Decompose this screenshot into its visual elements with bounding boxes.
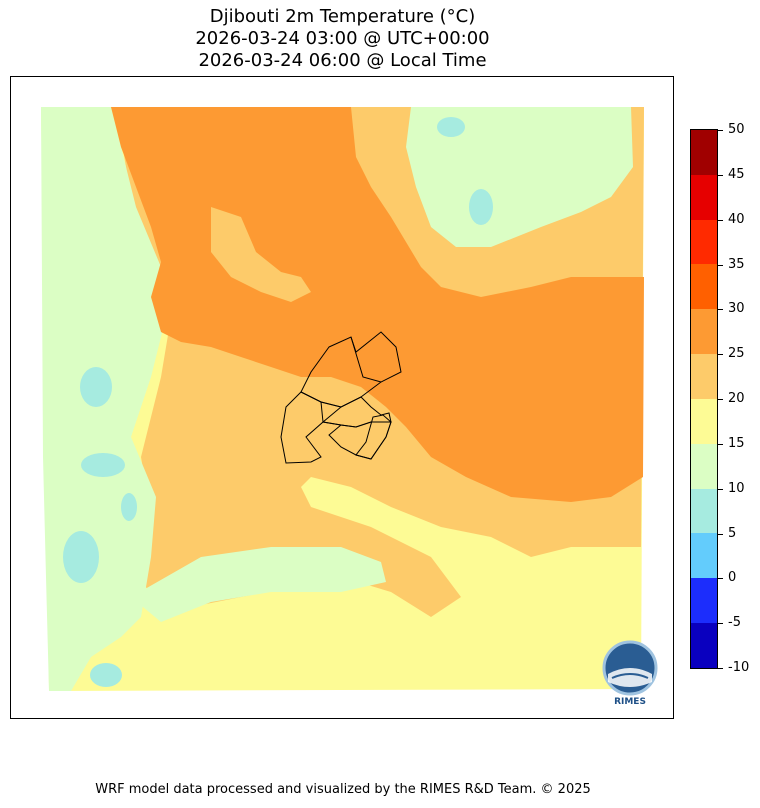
colorbar-tick-label: 45 [728,166,745,182]
colorbar-segment [691,309,717,355]
map-field-cyan-2 [81,453,125,477]
colorbar-tick [718,623,723,625]
colorbar-tick [718,443,723,445]
colorbar-tick-label: 10 [728,480,745,496]
temperature-map [41,107,644,691]
colorbar-segment [691,398,717,444]
rimes-logo: RIMES [602,640,658,706]
colorbar-segment [691,443,717,489]
djibouti-boundary [280,331,402,464]
logo-text: RIMES [614,697,646,706]
colorbar-segment [691,533,717,579]
map-field-light-orange-inlet [211,207,311,302]
map-field-cyan-6 [437,117,465,137]
colorbar-tick-label: 30 [728,301,745,317]
colorbar-tick-label: 0 [728,570,737,586]
colorbar-segment [691,264,717,310]
map-panel [10,76,674,719]
map-field-cyan-1 [80,367,112,407]
map-field-cyan-5 [469,189,493,225]
colorbar-tick-label: -5 [728,615,741,631]
colorbar-tick [718,488,723,490]
title-line-2: 2026-03-24 03:00 @ UTC+00:00 [195,28,490,49]
colorbar-segment [691,219,717,265]
colorbar-tick [718,264,723,266]
colorbar-tick-label: 25 [728,346,745,362]
colorbar-tick [718,130,723,131]
colorbar-segment [691,130,717,175]
map-field-orange-north [111,107,644,502]
colorbar-tick [718,578,723,580]
colorbar-tick [718,354,723,356]
colorbar-segment [691,488,717,534]
colorbar-segment [691,578,717,624]
colorbar-tick [718,533,723,535]
colorbar-tick [718,309,723,311]
map-field-pale-green-south [131,547,386,622]
colorbar-tick [718,399,723,400]
colorbar-tick [718,219,723,221]
colorbar-tick-label: 50 [728,122,745,137]
map-field-cyan-4 [121,493,137,521]
colorbar-segment [691,623,717,668]
colorbar-tick [718,668,723,669]
colorbar-tick-label: 5 [728,525,737,541]
colorbar [690,129,718,669]
colorbar-tick-label: 15 [728,435,745,451]
title-line-1: Djibouti 2m Temperature (°C) [209,6,476,27]
colorbar-tick-label: 35 [728,256,745,272]
colorbar-tick-label: 40 [728,211,745,227]
colorbar-segment [691,174,717,220]
colorbar-segment [691,354,717,399]
colorbar-tick [718,174,723,176]
map-field-cyan-3 [63,531,99,583]
map-title: Djibouti 2m Temperature (°C) 2026-03-24 … [10,6,675,72]
colorbar-tick-label: -10 [728,660,750,675]
map-field-pale-green-northeast [406,107,633,247]
footer-credit: WRF model data processed and visualized … [95,782,591,797]
map-field-cyan-7 [90,663,122,687]
colorbar-tick-label: 20 [728,391,745,406]
title-line-3: 2026-03-24 06:00 @ Local Time [198,50,487,71]
